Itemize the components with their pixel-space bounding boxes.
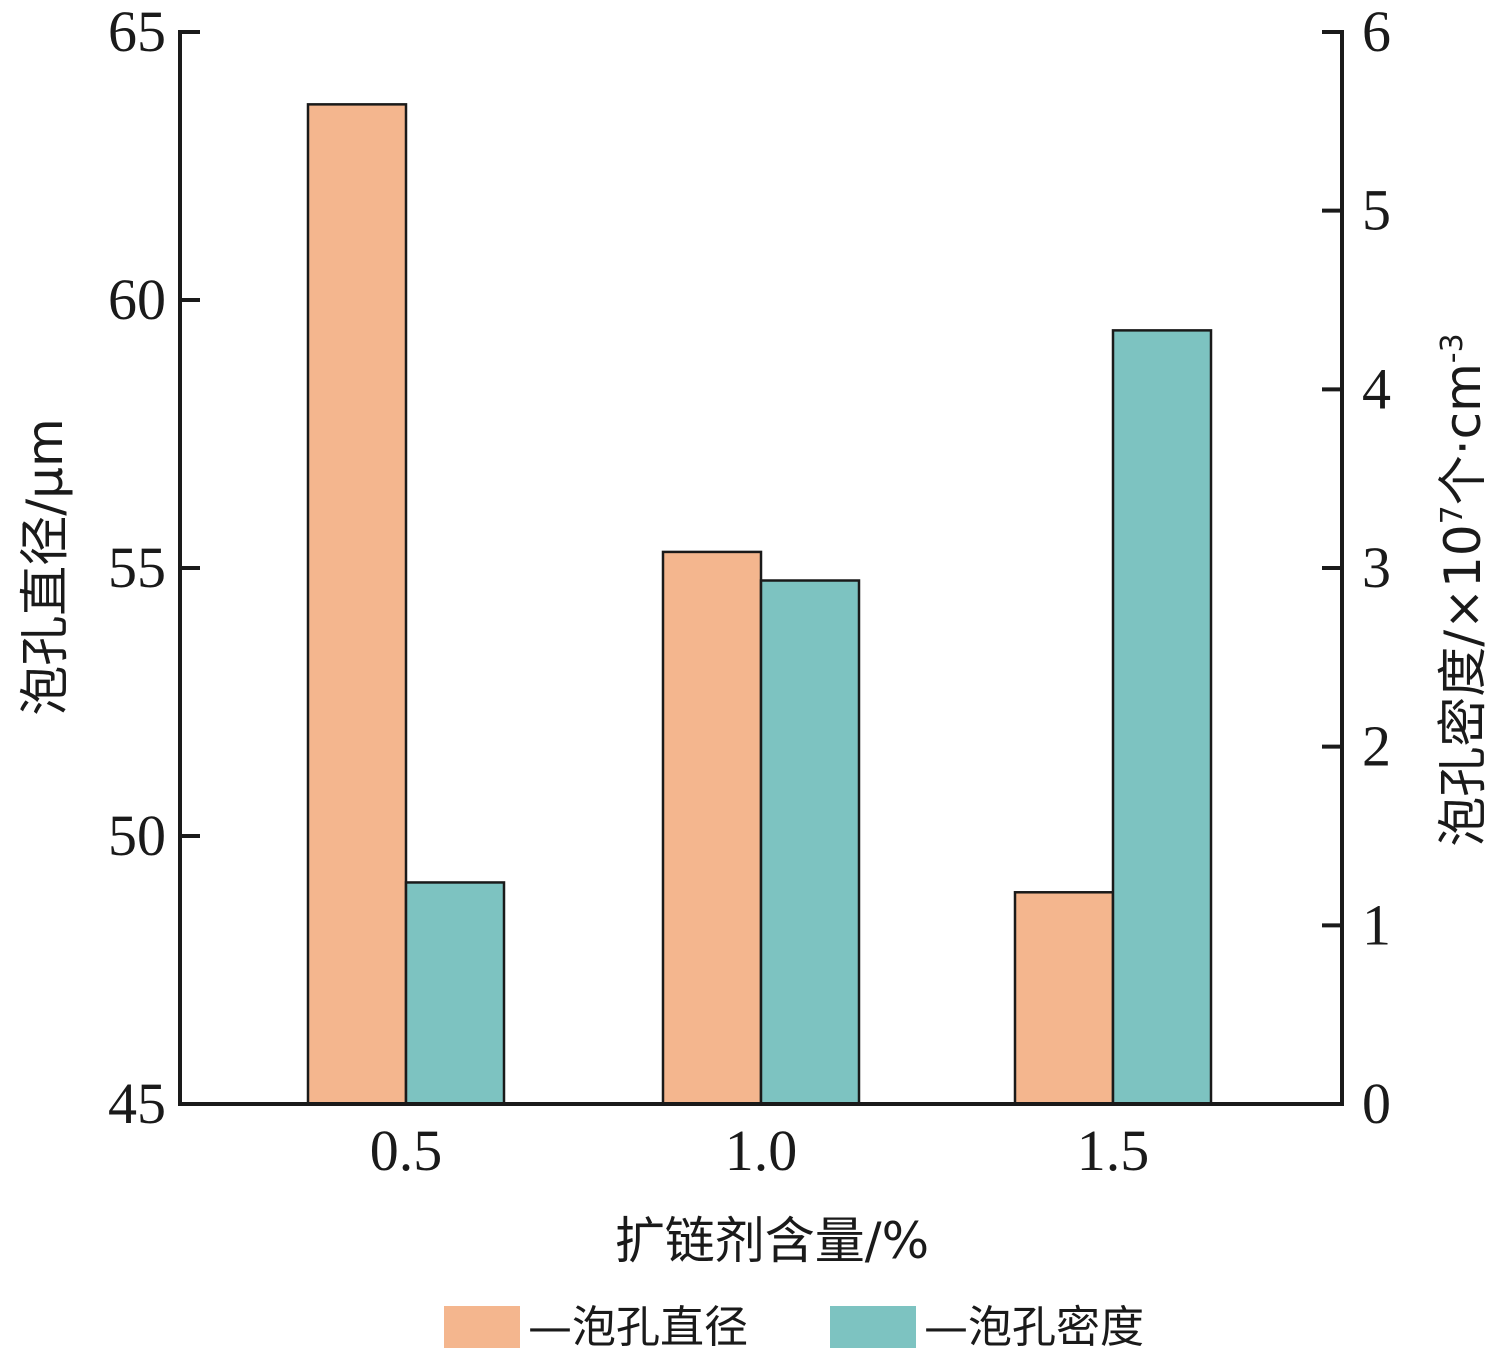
- right-tick-label: 3: [1362, 535, 1391, 600]
- right-y-label-base: 泡孔密度/×10: [1434, 524, 1492, 846]
- x-tick-label: 0.5: [370, 1118, 443, 1183]
- x-tick-labels: 0.5 1.0 1.5: [370, 1118, 1150, 1183]
- bar-cell-diameter: [1013, 891, 1115, 1106]
- right-tick-label: 5: [1362, 178, 1391, 243]
- left-tick-label: 45: [108, 1071, 166, 1136]
- legend-swatch-density: [830, 1306, 916, 1348]
- right-tick-label: 1: [1362, 892, 1391, 957]
- right-tick-label: 0: [1362, 1071, 1391, 1136]
- right-tick-label: 6: [1362, 0, 1391, 64]
- legend-swatch-diameter: [444, 1306, 520, 1348]
- right-y-label-exp2: -3: [1435, 333, 1470, 363]
- legend-label-diameter: —泡孔直径: [528, 1302, 748, 1353]
- bar-cell-density: [404, 881, 506, 1106]
- x-axis-label: 扩链剂含量/%: [615, 1212, 929, 1270]
- bar-cell-diameter: [306, 103, 408, 1106]
- bars-group: [306, 103, 1213, 1106]
- right-y-ticks: 0 1 2 3 4 5 6: [1322, 0, 1391, 1136]
- left-tick-label: 50: [108, 803, 166, 868]
- legend: —泡孔直径 —泡孔密度: [444, 1302, 1144, 1353]
- bar-cell-diameter: [661, 550, 763, 1106]
- legend-label-density: —泡孔密度: [924, 1302, 1144, 1353]
- right-tick-label: 4: [1362, 356, 1391, 421]
- bar-cell-density: [1111, 329, 1213, 1106]
- left-tick-label: 60: [108, 267, 166, 332]
- right-y-axis-label: 泡孔密度/×107个·cm-3: [1434, 333, 1492, 846]
- left-tick-label: 55: [108, 535, 166, 600]
- x-tick-label: 1.0: [725, 1118, 798, 1183]
- x-tick-label: 1.5: [1077, 1118, 1150, 1183]
- left-y-ticks: 45 50 55 60 65: [108, 0, 200, 1136]
- left-tick-label: 65: [108, 0, 166, 64]
- right-y-label-exp1: 7: [1435, 505, 1470, 524]
- left-y-axis-label: 泡孔直径/μm: [16, 418, 74, 715]
- right-tick-label: 2: [1362, 714, 1391, 779]
- right-y-label-mid: 个·cm: [1434, 363, 1492, 505]
- bar-cell-density: [759, 579, 861, 1106]
